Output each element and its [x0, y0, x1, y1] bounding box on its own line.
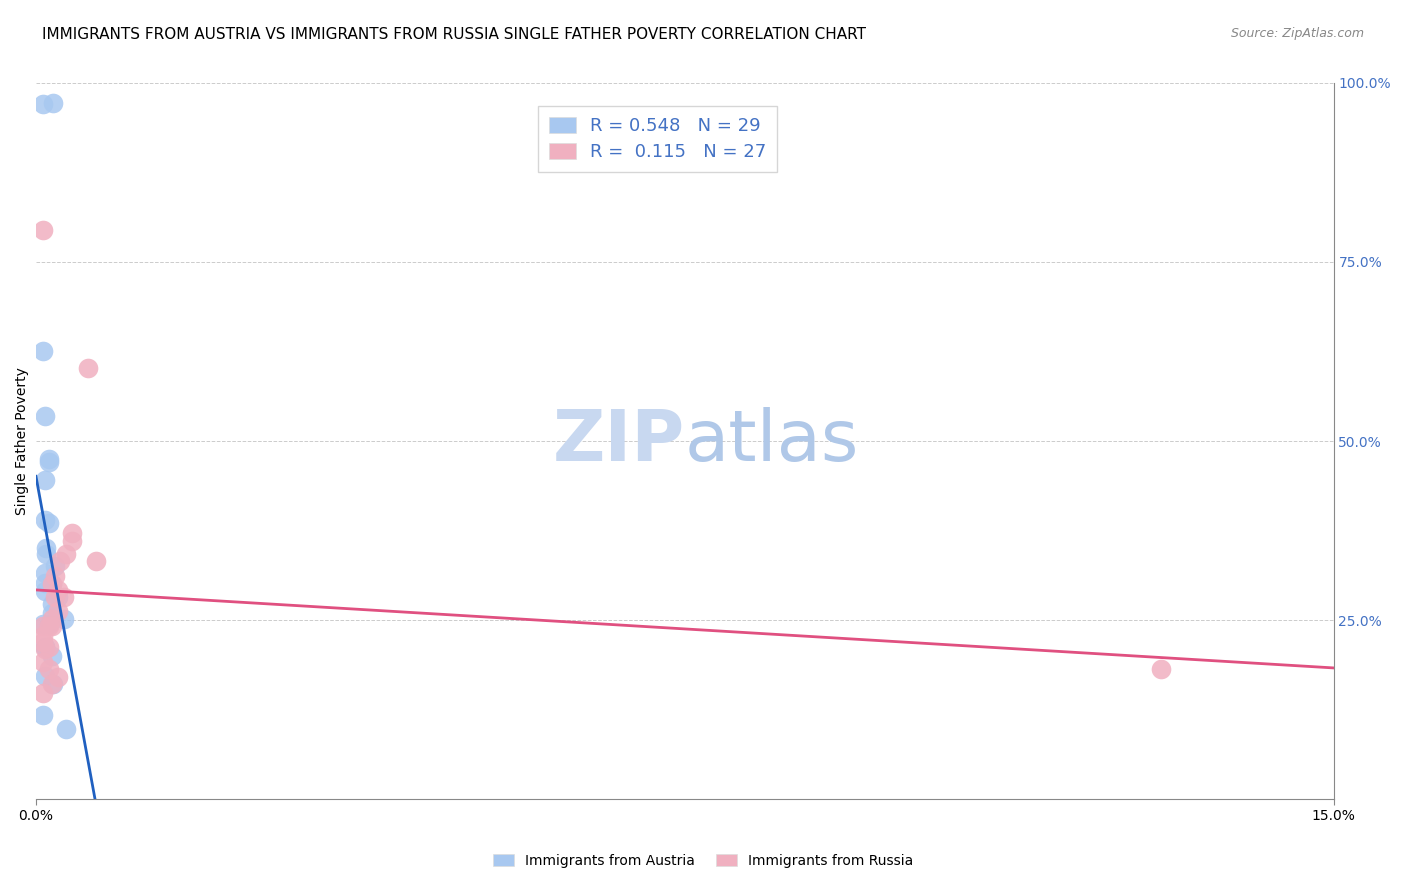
Text: ZIP: ZIP	[553, 407, 685, 475]
Point	[38, 640, 60, 655]
Point	[41, 677, 63, 691]
Point	[76, 361, 98, 376]
Point	[31, 634, 53, 648]
Point	[44, 590, 66, 604]
Point	[46, 582, 69, 597]
Point	[86, 554, 108, 568]
Point	[42, 677, 65, 691]
Point	[34, 474, 56, 488]
Point	[38, 451, 60, 466]
Text: IMMIGRANTS FROM AUSTRIA VS IMMIGRANTS FROM RUSSIA SINGLE FATHER POVERTY CORRELAT: IMMIGRANTS FROM AUSTRIA VS IMMIGRANTS FR…	[42, 27, 866, 42]
Point	[41, 597, 63, 611]
Point	[41, 619, 63, 633]
Point	[41, 606, 63, 620]
Point	[34, 409, 56, 423]
Point	[38, 516, 60, 531]
Point	[44, 568, 66, 582]
Legend: Immigrants from Austria, Immigrants from Russia: Immigrants from Austria, Immigrants from…	[485, 846, 921, 876]
Point	[35, 547, 58, 561]
Point	[34, 513, 56, 527]
Point	[38, 662, 60, 676]
Point	[34, 640, 56, 655]
Point	[49, 554, 72, 568]
Point	[31, 344, 53, 359]
Point	[34, 575, 56, 590]
Point	[31, 97, 53, 112]
Point	[44, 559, 66, 574]
Point	[52, 590, 75, 604]
Point	[31, 686, 53, 700]
Text: Source: ZipAtlas.com: Source: ZipAtlas.com	[1230, 27, 1364, 40]
Point	[31, 629, 53, 643]
Point	[41, 577, 63, 591]
Point	[41, 577, 63, 591]
Text: atlas: atlas	[685, 407, 859, 475]
Point	[60, 534, 83, 549]
Point	[34, 669, 56, 683]
Point	[52, 611, 75, 625]
Point	[42, 95, 65, 110]
Point	[31, 616, 53, 631]
Point	[31, 619, 53, 633]
Point	[34, 641, 56, 656]
Point	[31, 655, 53, 669]
Point	[46, 670, 69, 684]
Point	[1149, 662, 1171, 676]
Point	[41, 648, 63, 663]
Y-axis label: Single Father Poverty: Single Father Poverty	[15, 368, 30, 515]
Point	[60, 525, 83, 540]
Legend: R = 0.548   N = 29, R =  0.115   N = 27: R = 0.548 N = 29, R = 0.115 N = 27	[538, 106, 778, 171]
Point	[34, 640, 56, 655]
Point	[35, 541, 58, 556]
Point	[46, 590, 69, 604]
Point	[55, 722, 77, 736]
Point	[46, 604, 69, 618]
Point	[55, 547, 77, 561]
Point	[34, 566, 56, 581]
Point	[38, 619, 60, 633]
Point	[38, 616, 60, 631]
Point	[38, 455, 60, 469]
Point	[31, 707, 53, 722]
Point	[41, 611, 63, 625]
Point	[34, 584, 56, 599]
Point	[31, 223, 53, 237]
